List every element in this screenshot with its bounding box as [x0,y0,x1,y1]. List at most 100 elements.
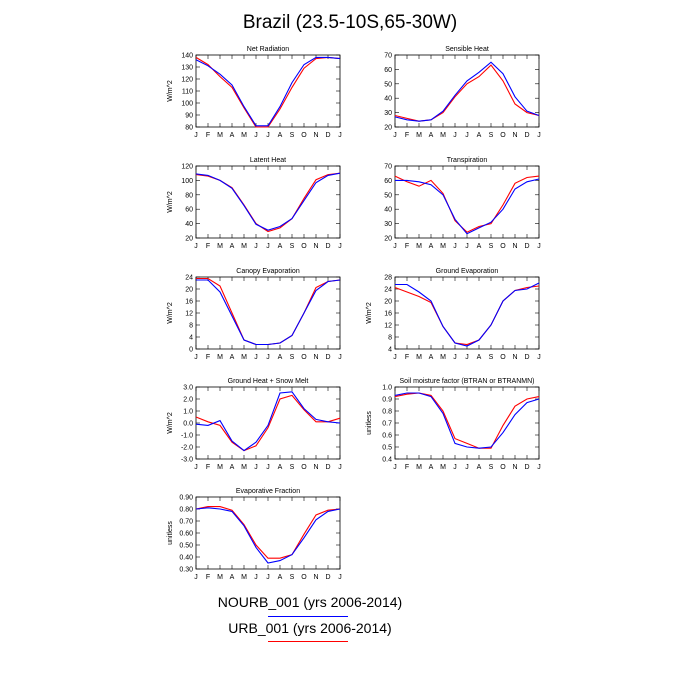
x-tick-label: O [500,132,506,139]
series-line-nourb [195,507,341,564]
chart-frame [394,386,540,460]
x-tick-label: M [440,132,446,139]
chart-title: Ground Evaporation [436,268,499,275]
y-tick-label: 24 [384,287,392,294]
y-tick-label: 0.90 [179,495,193,502]
x-tick-label: A [477,354,482,361]
series-line-nourb [394,392,540,449]
x-tick-label: F [405,243,409,250]
x-tick-label: A [230,464,235,471]
x-tick-label: O [500,243,506,250]
chart-title: Ground Heat + Snow Melt [228,378,309,385]
x-tick-label: N [313,464,318,471]
chart-frame [195,386,341,460]
y-tick-label: 16 [384,311,392,318]
x-tick-label: A [230,132,235,139]
chart-title: Transpiration [447,157,488,164]
x-tick-label: J [338,464,342,471]
y-tick-label: 70 [384,164,392,171]
x-tick-label: M [440,464,446,471]
y-tick-label: 140 [181,53,193,60]
chart-title: Evaporative Fraction [236,488,300,495]
chart-frame [394,54,540,128]
x-tick-label: J [266,243,270,250]
x-tick-label: F [206,464,210,471]
y-tick-label: 100 [181,101,193,108]
chart-frame [195,165,341,239]
x-tick-label: J [393,354,397,361]
x-tick-label: S [290,354,295,361]
series-line-urb [394,175,540,233]
x-tick-label: D [325,354,330,361]
y-tick-label: 110 [182,89,193,96]
x-tick-label: J [338,354,342,361]
y-tick-label: 0.40 [179,555,193,562]
x-tick-label: D [524,243,529,250]
x-tick-label: J [393,243,397,250]
y-tick-label: 2.0 [183,397,193,404]
y-axis-label: W/m^2 [167,80,174,102]
x-tick-label: M [217,354,223,361]
x-tick-label: J [453,132,457,139]
x-tick-label: F [206,574,210,581]
x-tick-label: A [477,243,482,250]
y-tick-label: 60 [384,178,392,185]
chart-frame [394,276,540,350]
y-tick-label: 20 [185,287,193,294]
x-tick-label: N [313,243,318,250]
x-tick-label: J [393,132,397,139]
chart-title: Canopy Evaporation [236,268,300,275]
x-tick-label: J [266,464,270,471]
x-tick-label: S [489,132,494,139]
y-tick-label: 0.5 [382,445,392,452]
x-tick-label: D [524,354,529,361]
x-tick-label: M [416,464,422,471]
x-tick-label: J [537,464,541,471]
x-tick-label: J [254,132,258,139]
x-tick-label: M [440,354,446,361]
series-line-nourb [195,56,341,127]
y-tick-label: 1.0 [183,409,193,416]
y-tick-label: 50 [384,81,392,88]
series-line-urb [195,506,341,559]
x-tick-label: S [489,243,494,250]
x-tick-label: J [266,132,270,139]
y-tick-label: 3.0 [183,385,193,392]
y-tick-label: 0.70 [179,519,193,526]
y-tick-label: 0.30 [179,567,193,574]
x-tick-label: M [241,354,247,361]
y-tick-label: 30 [384,221,392,228]
x-tick-label: F [206,354,210,361]
y-tick-label: 90 [185,113,193,120]
x-tick-label: J [537,132,541,139]
y-tick-label: 40 [384,207,392,214]
x-tick-label: A [477,132,482,139]
y-tick-label: 120 [181,77,193,84]
y-axis-label: unitless [366,411,373,435]
x-tick-label: A [477,464,482,471]
y-tick-label: 16 [185,299,193,306]
x-tick-label: S [290,243,295,250]
chart-title: Soil moisture factor (BTRAN or BTRANMN) [400,378,535,385]
y-tick-label: 8 [388,335,392,342]
y-tick-label: 0.60 [179,531,193,538]
y-tick-label: -1.0 [181,433,193,440]
chart-title: Sensible Heat [445,46,489,53]
x-tick-label: O [301,464,307,471]
x-tick-label: J [254,243,258,250]
chart-panel: Evaporative Fraction 0.30 0.40 0.50 0.60 0.70… [167,488,342,581]
x-tick-label: A [278,464,283,471]
x-tick-label: A [278,243,283,250]
y-tick-label: 0.4 [382,457,392,464]
x-tick-label: M [416,132,422,139]
y-tick-label: 1.0 [382,385,392,392]
series-line-urb [394,64,540,122]
y-tick-label: 130 [181,65,193,72]
x-tick-label: J [465,464,469,471]
y-tick-label: 0.7 [382,421,392,428]
chart-panel: Soil moisture factor (BTRAN or BTRANMN) 0… [366,378,541,471]
y-tick-label: 80 [185,192,193,199]
chart-title: Net Radiation [247,46,290,53]
y-tick-label: 12 [384,323,392,330]
